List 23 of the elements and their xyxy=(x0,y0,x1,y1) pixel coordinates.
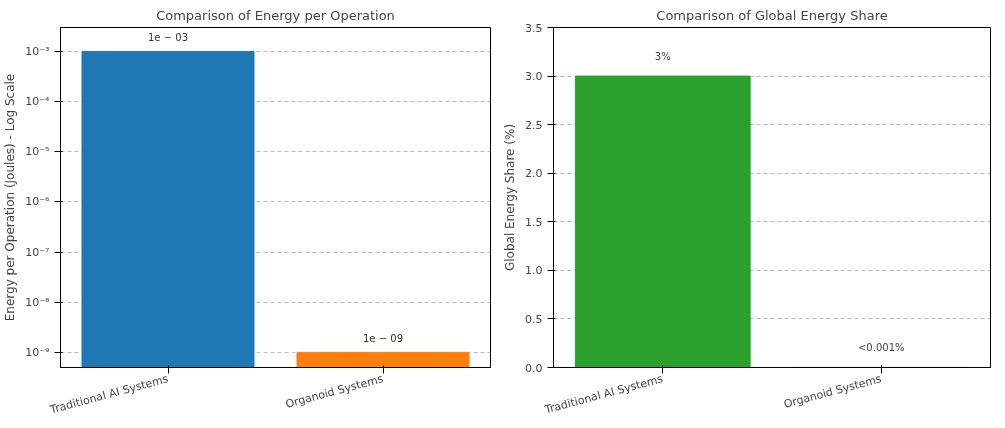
y-tick-label: 1.0 xyxy=(525,264,543,278)
data-label: 3% xyxy=(654,51,671,63)
y-tick-label: 0.5 xyxy=(525,312,543,326)
y-tick-label: 1.5 xyxy=(525,215,543,229)
y-tick-label: 10⁻⁷ xyxy=(25,245,50,259)
y-tick-label: 10⁻⁸ xyxy=(25,295,51,309)
y-tick-label: 2.5 xyxy=(525,118,543,132)
y-tick-label: 3.0 xyxy=(525,70,543,84)
y-tick-label: 3.5 xyxy=(525,21,543,35)
y-tick-label: 10⁻⁹ xyxy=(25,345,50,359)
chart-title: Comparison of Energy per Operation xyxy=(156,7,395,23)
y-tick-label: 10⁻⁵ xyxy=(25,145,50,159)
y-tick-label: 10⁻³ xyxy=(25,44,50,58)
annotation: 1e − 03 xyxy=(148,32,188,44)
y-axis-title: Global Energy Share (%) xyxy=(503,123,518,272)
chart-title: Comparison of Global Energy Share xyxy=(656,7,888,23)
annotation: 1e − 09 xyxy=(363,333,403,345)
y-axis-title: Energy per Operation (Joules) - Log Scale xyxy=(3,73,18,322)
data-label: <0.001% xyxy=(858,342,905,354)
y-tick-label: 10⁻⁶ xyxy=(25,195,51,209)
y-tick-label: 0.0 xyxy=(525,361,543,375)
y-tick-label: 2.0 xyxy=(525,167,543,181)
y-tick-label: 10⁻⁴ xyxy=(25,95,51,109)
